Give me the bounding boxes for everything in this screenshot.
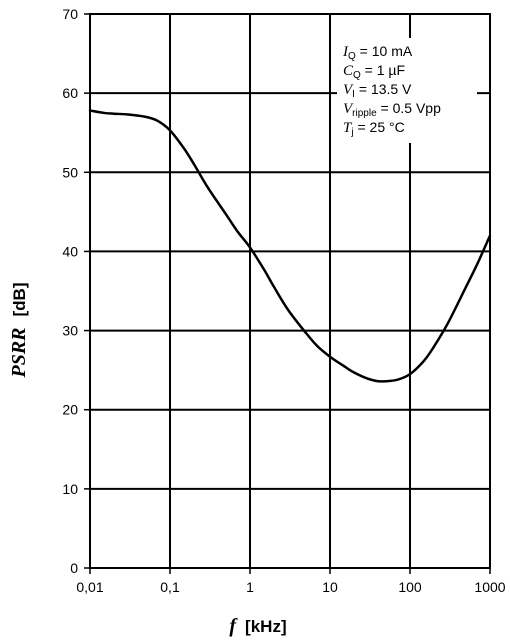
annotation-value: = 0.5 Vpp xyxy=(377,100,441,116)
annotation-var: V xyxy=(343,82,354,98)
x-axis-title: f [kHz] xyxy=(229,615,286,637)
annotation-var: V xyxy=(343,101,354,117)
y-axis-title: PSRR [dB] xyxy=(8,282,30,378)
annotation-var: T xyxy=(343,120,353,136)
x-axis-unit: [kHz] xyxy=(245,617,287,636)
y-axis-var: PSRR xyxy=(8,327,30,378)
annotation-value: = 25 °C xyxy=(354,119,405,135)
grid xyxy=(84,13,491,574)
tick-labels: 0,01 0,1 1 10 100 1000 0 10 20 30 40 50 60 70 xyxy=(62,6,505,595)
x-tick-label: 100 xyxy=(398,579,422,595)
y-tick-label: 70 xyxy=(62,6,78,22)
psrr-curve xyxy=(88,109,492,383)
annotation-subscript: Q xyxy=(353,70,361,81)
y-tick-label: 20 xyxy=(62,402,78,418)
annotation-line: Tj = 25 °C xyxy=(343,119,405,138)
annotation-subscript: I xyxy=(352,89,355,100)
annotation-value: = 1 µF xyxy=(361,62,405,78)
x-tick-label: 1000 xyxy=(474,579,505,595)
y-tick-label: 30 xyxy=(62,323,78,339)
y-tick-label: 10 xyxy=(62,481,78,497)
annotation-line: VI = 13.5 V xyxy=(343,81,412,100)
y-tick-label: 40 xyxy=(62,243,78,259)
annotation-var: C xyxy=(343,63,354,79)
plot-frame xyxy=(89,13,491,569)
x-axis-var: f xyxy=(229,615,238,637)
x-tick-label: 0,01 xyxy=(76,579,103,595)
annotation-subscript: ripple xyxy=(352,108,377,119)
y-tick-label: 60 xyxy=(62,85,78,101)
y-axis-unit: [dB] xyxy=(10,282,29,316)
x-tick-label: 1 xyxy=(246,579,254,595)
annotation-value: = 13.5 V xyxy=(355,81,412,97)
annotation-line: Vripple = 0.5 Vpp xyxy=(343,100,441,119)
y-tick-label: 50 xyxy=(62,164,78,180)
annotation-subscript: j xyxy=(350,127,353,138)
annotation-subscript: Q xyxy=(348,51,356,62)
annotation-line: CQ = 1 µF xyxy=(343,62,405,81)
annotation-var: I xyxy=(342,44,349,60)
annotation-background xyxy=(337,38,477,143)
annotation-value: = 10 mA xyxy=(356,43,413,59)
x-tick-label: 0,1 xyxy=(160,579,180,595)
x-tick-label: 10 xyxy=(322,579,338,595)
y-tick-label: 0 xyxy=(70,560,78,576)
series-group xyxy=(88,109,492,383)
annotation-line: IQ = 10 mA xyxy=(342,43,413,62)
